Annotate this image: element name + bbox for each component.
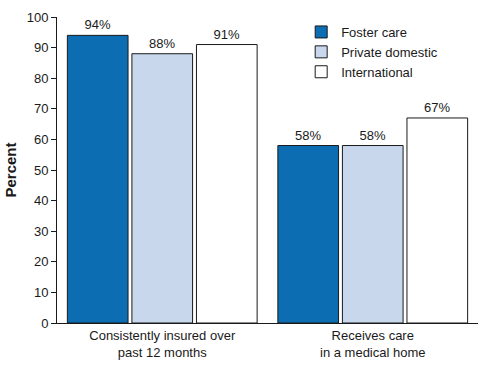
svg-text:40: 40 <box>34 193 48 208</box>
svg-text:70: 70 <box>34 101 48 116</box>
svg-text:58%: 58% <box>295 128 321 143</box>
svg-text:67%: 67% <box>424 100 450 115</box>
svg-text:94%: 94% <box>84 17 110 32</box>
svg-text:10: 10 <box>34 285 48 300</box>
svg-text:100: 100 <box>27 10 49 25</box>
svg-text:0: 0 <box>41 316 48 331</box>
svg-text:Private domestic: Private domestic <box>341 45 438 60</box>
svg-text:91%: 91% <box>214 27 240 42</box>
svg-text:58%: 58% <box>360 128 386 143</box>
svg-text:60: 60 <box>34 132 48 147</box>
svg-text:20: 20 <box>34 254 48 269</box>
svg-text:International: International <box>341 65 413 80</box>
svg-text:88%: 88% <box>149 36 175 51</box>
svg-text:Consistently insured overpast: Consistently insured overpast 12 months <box>89 328 236 360</box>
svg-text:Foster care: Foster care <box>341 25 407 40</box>
svg-text:90: 90 <box>34 40 48 55</box>
svg-text:Receives carein a medical home: Receives carein a medical home <box>320 328 426 360</box>
svg-text:30: 30 <box>34 224 48 239</box>
svg-text:50: 50 <box>34 163 48 178</box>
svg-text:Percent: Percent <box>2 142 19 197</box>
svg-text:80: 80 <box>34 71 48 86</box>
